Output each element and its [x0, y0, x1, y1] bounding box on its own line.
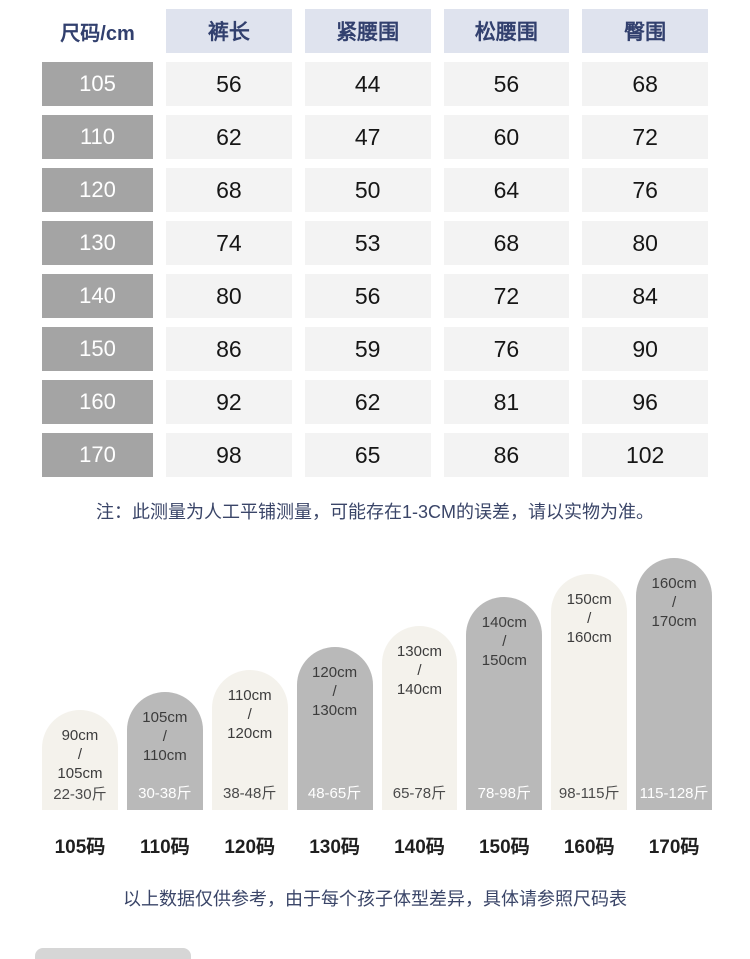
measurement-cell: 90	[582, 327, 708, 371]
size-cell: 130	[42, 221, 153, 265]
size-arch: 110cm/120cm 38-48斤	[211, 670, 288, 810]
size-cell: 140	[42, 274, 153, 318]
height-range: 90cm/105cm	[57, 727, 103, 782]
table-header-4: 臀围	[582, 9, 708, 53]
table-header-3: 松腰围	[443, 9, 570, 53]
measurement-cell: 53	[304, 221, 431, 265]
size-code-label: 130码	[309, 837, 360, 858]
size-cell: 170	[42, 433, 153, 477]
measurement-cell: 68	[443, 221, 570, 265]
measurement-cell: 74	[166, 221, 292, 265]
measurement-cell: 50	[304, 168, 431, 212]
size-arch: 130cm/140cm 65-78斤	[381, 626, 458, 810]
measurement-cell: 64	[443, 168, 570, 212]
measurement-cell: 102	[582, 433, 708, 477]
arch-bars: 90cm/105cm 22-30斤 105cm/110cm 30-38斤 110cm/1…	[0, 558, 750, 810]
table-header-1: 裤长	[166, 9, 292, 53]
size-table: 尺码/cm 裤长 紧腰围 松腰围 臀围 105 56 44 56 68 110 62 47 60 72 12…	[29, 0, 721, 486]
size-arch: 160cm/170cm 115-128斤	[636, 558, 712, 810]
next-section-partial	[35, 948, 191, 959]
height-range: 130cm/140cm	[396, 643, 442, 698]
size-cell: 105	[42, 62, 153, 106]
size-code-label: 150码	[478, 837, 530, 858]
size-cell: 120	[42, 168, 153, 212]
size-arch: 140cm/150cm 78-98斤	[466, 597, 543, 810]
measurement-cell: 44	[304, 62, 431, 106]
height-range: 150cm/160cm	[566, 591, 612, 646]
measurement-cell: 68	[166, 168, 292, 212]
measurement-note: 注：此测量为人工平铺测量，可能存在1-3CM的误差，请以实物为准。	[95, 502, 654, 522]
table-row: 110 62 47 60 72	[42, 115, 708, 159]
measurement-cell: 60	[443, 115, 570, 159]
reference-note: 以上数据仅供参考，由于每个孩子体型差异，具体请参照尺码表	[123, 889, 627, 909]
size-arch: 90cm/105cm 22-30斤	[42, 710, 118, 810]
weight-range: 98-115斤	[558, 785, 620, 802]
measurement-cell: 80	[166, 274, 292, 318]
weight-range: 48-65斤	[307, 785, 362, 802]
table-row: 120 68 50 64 76	[42, 168, 708, 212]
weight-range: 38-48斤	[223, 785, 277, 802]
table-row: 130 74 53 68 80	[42, 221, 708, 265]
measurement-cell: 62	[304, 380, 431, 424]
size-cell: 110	[42, 115, 153, 159]
measurement-cell: 96	[582, 380, 708, 424]
measurement-cell: 72	[443, 274, 570, 318]
size-code-label: 160码	[563, 837, 615, 858]
measurement-cell: 81	[443, 380, 570, 424]
measurement-cell: 56	[304, 274, 431, 318]
measurement-cell: 80	[582, 221, 708, 265]
table-header-size: 尺码/cm	[60, 22, 135, 45]
weight-range: 30-38斤	[138, 785, 192, 802]
height-range: 120cm/130cm	[312, 664, 358, 719]
height-range: 140cm/150cm	[481, 614, 527, 669]
measurement-cell: 98	[166, 433, 292, 477]
table-row: 150 86 59 76 90	[42, 327, 708, 371]
measurement-cell: 76	[582, 168, 708, 212]
size-cell: 150	[42, 327, 153, 371]
size-code-label: 140码	[394, 837, 445, 858]
weight-range: 22-30斤	[53, 786, 107, 803]
measurement-cell: 56	[443, 62, 570, 106]
weight-range: 115-128斤	[639, 785, 709, 802]
measurement-cell: 92	[166, 380, 292, 424]
table-row: 170 98 65 86 102	[42, 433, 708, 477]
size-arch: 120cm/130cm 48-65斤	[296, 647, 373, 810]
size-cell: 160	[42, 380, 153, 424]
measurement-cell: 86	[166, 327, 292, 371]
size-code-label: 120码	[224, 837, 276, 858]
table-row: 160 92 62 81 96	[42, 380, 708, 424]
table-header-row: 尺码/cm 裤长 紧腰围 松腰围 臀围	[42, 9, 708, 53]
measurement-cell: 65	[304, 433, 431, 477]
table-header-2: 紧腰围	[304, 9, 431, 53]
measurement-cell: 68	[582, 62, 708, 106]
measurement-cell: 72	[582, 115, 708, 159]
table-row: 140 80 56 72 84	[42, 274, 708, 318]
measurement-cell: 59	[304, 327, 431, 371]
measurement-cell: 76	[443, 327, 570, 371]
height-range: 160cm/170cm	[651, 575, 697, 630]
measurement-cell: 47	[304, 115, 431, 159]
height-weight-chart: 90cm/105cm 22-30斤 105cm/110cm 30-38斤 110cm/1…	[0, 558, 750, 859]
size-code-labels: 105码 110码 120码 130码 140码 150码 160码 170码	[0, 832, 750, 859]
weight-range: 65-78斤	[392, 785, 447, 802]
size-code-label: 110码	[139, 837, 190, 858]
measurement-cell: 62	[166, 115, 292, 159]
height-range: 110cm/120cm	[227, 687, 273, 742]
size-code-label: 105码	[54, 837, 106, 858]
measurement-cell: 84	[582, 274, 708, 318]
size-arch: 105cm/110cm 30-38斤	[126, 692, 203, 810]
weight-range: 78-98斤	[477, 785, 531, 802]
measurement-cell: 86	[443, 433, 570, 477]
size-arch: 150cm/160cm 98-115斤	[551, 574, 628, 810]
measurement-cell: 56	[166, 62, 292, 106]
size-code-label: 170码	[648, 837, 700, 858]
height-range: 105cm/110cm	[142, 709, 188, 764]
table-row: 105 56 44 56 68	[42, 62, 708, 106]
